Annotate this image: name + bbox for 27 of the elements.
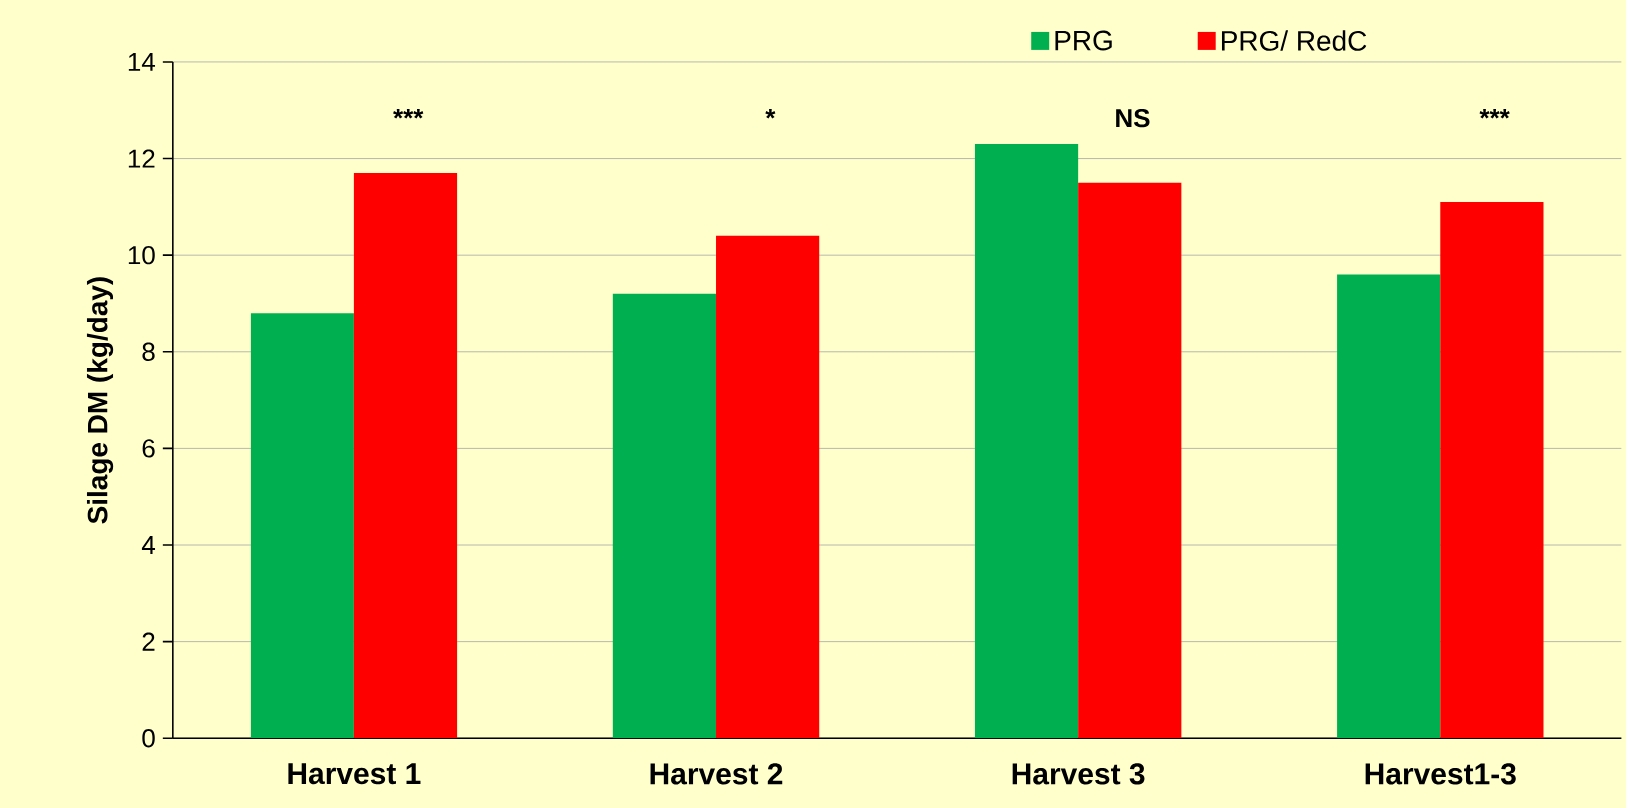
x-tick-label: Harvest1-3 bbox=[1365, 763, 1516, 785]
bar bbox=[974, 143, 1079, 739]
legend-label: PRG/ RedC bbox=[1221, 30, 1367, 51]
bar bbox=[353, 172, 458, 739]
y-axis-title: Silage DM (kg/day) bbox=[86, 277, 114, 524]
y-tick-label: 2 bbox=[142, 632, 155, 651]
bar bbox=[612, 293, 717, 739]
y-tick-label: 10 bbox=[128, 245, 155, 265]
y-tick-label: 6 bbox=[142, 439, 155, 458]
bar bbox=[1337, 274, 1441, 739]
x-tick-label: Harvest 2 bbox=[650, 763, 783, 785]
bar bbox=[1078, 182, 1182, 739]
annotation: *** bbox=[393, 108, 424, 119]
y-tick-label: 4 bbox=[141, 536, 156, 554]
annotation: NS bbox=[1116, 108, 1150, 128]
legend-label: PRG bbox=[1055, 30, 1112, 51]
y-tick-label: 0 bbox=[142, 728, 155, 748]
annotation: * bbox=[765, 108, 776, 119]
y-tick-label: 14 bbox=[128, 52, 156, 71]
bar bbox=[250, 313, 354, 739]
annotation: *** bbox=[1479, 108, 1510, 119]
x-tick-label: Harvest 1 bbox=[288, 763, 421, 785]
bar bbox=[716, 235, 820, 739]
x-tick-label: Harvest 3 bbox=[1012, 763, 1145, 785]
y-tick-label: 12 bbox=[128, 149, 155, 168]
y-tick-label: 8 bbox=[142, 342, 155, 361]
bar bbox=[1440, 201, 1544, 739]
